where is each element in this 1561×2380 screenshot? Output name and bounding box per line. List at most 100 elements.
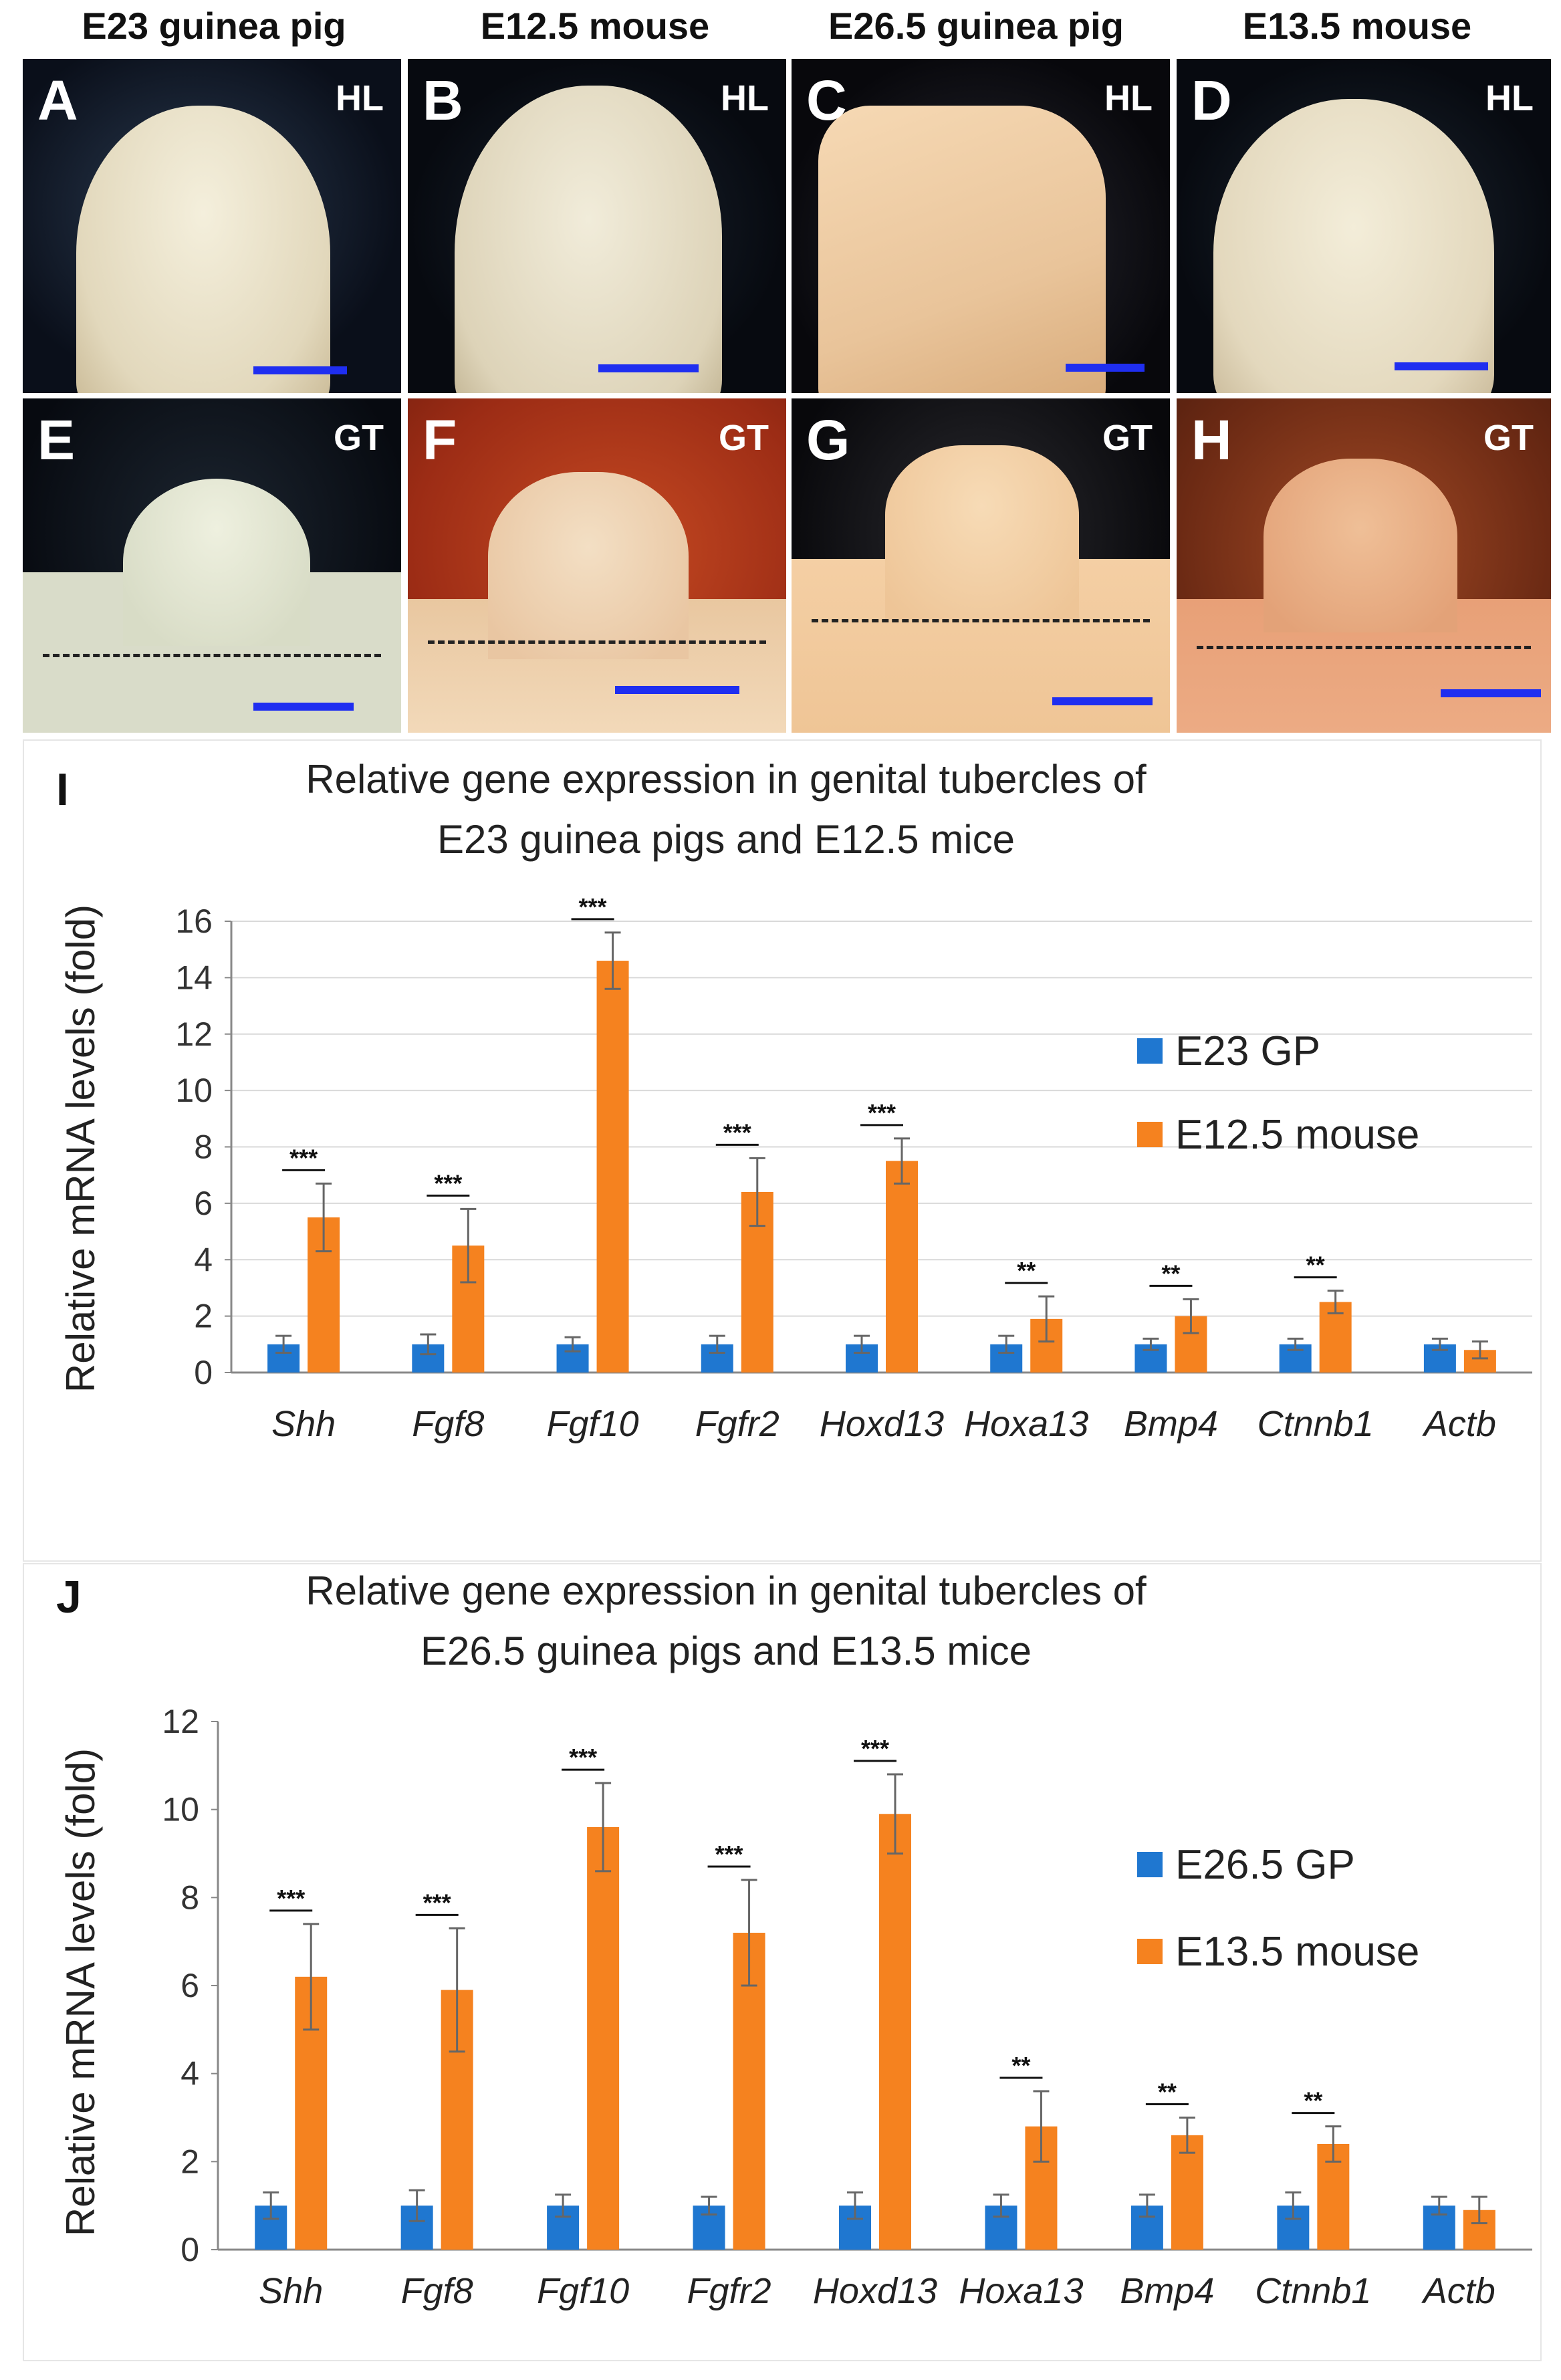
tubercle-shape: [885, 445, 1079, 619]
panel-letter: H: [1191, 408, 1232, 471]
y-tick-label: 12: [162, 1703, 199, 1740]
legend-swatch: [1137, 1038, 1163, 1064]
x-category-label: Hoxd13: [820, 1404, 944, 1444]
panel-tag: GT: [1102, 418, 1153, 458]
photo-panel-a: A HL: [23, 59, 401, 393]
significance-label: ***: [868, 1099, 896, 1126]
cut-line: [812, 619, 1150, 622]
y-axis-label: Relative mRNA levels (fold): [58, 1748, 103, 2236]
scale-bar: [1441, 689, 1541, 697]
y-tick-label: 4: [194, 1241, 213, 1278]
significance-label: ***: [289, 1144, 318, 1171]
y-tick-label: 8: [194, 1128, 213, 1166]
x-category-label: Ctnnb1: [1255, 2271, 1371, 2311]
x-category-label: Fgf10: [537, 2271, 629, 2311]
tubercle-shape: [123, 479, 310, 646]
photo-panel-h: H GT: [1177, 398, 1551, 733]
panel-tag: GT: [719, 418, 769, 458]
y-axis-label: Relative mRNA levels (fold): [58, 905, 103, 1393]
panel-tag: GT: [334, 418, 384, 458]
y-tick-label: 4: [181, 2055, 199, 2093]
significance-label: ***: [715, 1840, 743, 1868]
photo-panel-g: G GT: [792, 398, 1170, 733]
x-category-label: Ctnnb1: [1257, 1404, 1374, 1444]
bar-mouse: [886, 1161, 918, 1373]
y-tick-label: 6: [194, 1185, 213, 1222]
x-category-label: Fgf8: [412, 1404, 484, 1444]
significance-label: ***: [861, 1735, 889, 1762]
panel-letter: C: [806, 69, 847, 132]
hindlimb-shape: [76, 106, 330, 393]
chart-title-line-1: Relative gene expression in genital tube…: [306, 757, 1147, 802]
significance-label: ***: [434, 1169, 462, 1197]
legend-label: E23 GP: [1175, 1028, 1320, 1074]
y-tick-label: 0: [181, 2231, 199, 2268]
y-tick-label: 12: [175, 1016, 213, 1053]
cut-line: [1197, 646, 1531, 649]
y-tick-label: 0: [194, 1354, 213, 1391]
x-category-label: Actb: [1422, 1404, 1496, 1444]
legend-label: E13.5 mouse: [1175, 1929, 1419, 1975]
legend-swatch: [1137, 1122, 1163, 1147]
bar-mouse: [879, 1814, 911, 2250]
chart-panel-j: J Relative gene expression in genital tub…: [23, 1563, 1542, 2361]
significance-label: ***: [723, 1118, 751, 1146]
legend-label: E26.5 GP: [1175, 1842, 1355, 1888]
photo-panel-f: F GT: [408, 398, 786, 733]
cut-line: [43, 654, 381, 657]
x-category-label: Fgfr2: [695, 1404, 779, 1444]
legend-label: E12.5 mouse: [1175, 1112, 1419, 1158]
column-title-2: E12.5 mouse: [480, 5, 710, 47]
hindlimb-shape: [818, 106, 1106, 393]
x-category-label: Fgf8: [401, 2271, 473, 2311]
x-category-label: Hoxa13: [964, 1404, 1088, 1444]
x-category-label: Fgfr2: [687, 2271, 771, 2311]
hindlimb-shape: [1213, 99, 1494, 393]
significance-label: ***: [579, 893, 607, 921]
significance-label: **: [1017, 1257, 1036, 1284]
chart-i-svg: I Relative gene expression in genital tub…: [56, 757, 1532, 1444]
y-tick-label: 2: [194, 1298, 213, 1335]
significance-label: ***: [423, 1889, 451, 1916]
panel-letter: I: [56, 764, 69, 815]
hindlimb-shape: [455, 86, 722, 393]
panel-tag: HL: [721, 78, 769, 118]
x-category-label: Shh: [271, 1404, 336, 1444]
significance-label: **: [1306, 1252, 1325, 1279]
x-category-label: Hoxa13: [959, 2271, 1083, 2311]
tubercle-shape: [1264, 459, 1457, 632]
panel-tag: GT: [1483, 418, 1534, 458]
photo-panel-e: E GT: [23, 398, 401, 733]
panel-tag: HL: [1485, 78, 1534, 118]
y-tick-label: 10: [162, 1791, 199, 1828]
y-tick-label: 8: [181, 1879, 199, 1916]
chart-title-line-2: E23 guinea pigs and E12.5 mice: [437, 817, 1015, 862]
significance-label: ***: [277, 1885, 305, 1912]
photo-panel-b: B HL: [408, 59, 786, 393]
column-title-4: E13.5 mouse: [1242, 5, 1472, 47]
chart-title-line-1: Relative gene expression in genital tube…: [306, 1568, 1147, 1613]
x-category-label: Shh: [259, 2271, 323, 2311]
x-category-label: Fgf10: [547, 1404, 639, 1444]
scale-bar: [1052, 697, 1153, 705]
column-title-1: E23 guinea pig: [82, 5, 346, 47]
column-title-3: E26.5 guinea pig: [828, 5, 1124, 47]
scale-bar: [253, 366, 347, 374]
x-category-label: Hoxd13: [813, 2271, 937, 2311]
y-tick-label: 10: [175, 1072, 213, 1109]
bar-mouse: [1171, 2135, 1203, 2250]
significance-label: **: [1158, 2078, 1177, 2106]
significance-label: **: [1304, 2087, 1322, 2115]
panel-letter: E: [37, 408, 76, 471]
y-tick-label: 16: [175, 903, 213, 940]
x-category-label: Actb: [1421, 2271, 1495, 2311]
photo-panel-d: D HL: [1177, 59, 1551, 393]
significance-label: **: [1161, 1260, 1180, 1287]
y-tick-label: 6: [181, 1967, 199, 2004]
scale-bar: [598, 364, 699, 372]
panel-letter: F: [423, 408, 457, 471]
scale-bar: [1395, 362, 1488, 370]
significance-label: **: [1011, 2052, 1030, 2079]
legend-swatch: [1137, 1852, 1163, 1877]
x-category-label: Bmp4: [1124, 1404, 1218, 1444]
